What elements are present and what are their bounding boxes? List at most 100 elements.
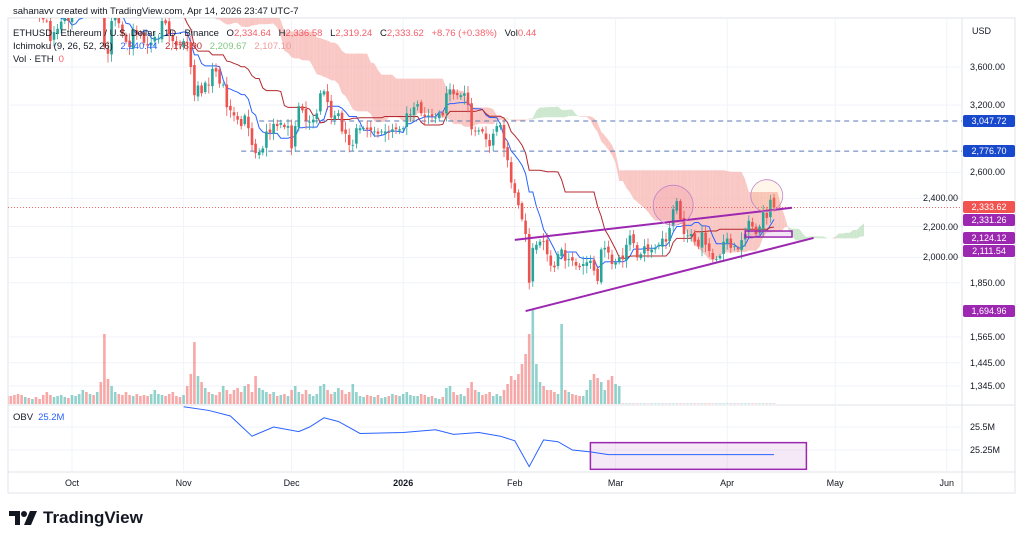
candle[interactable] (538, 239, 542, 249)
candle[interactable] (758, 224, 761, 235)
candle[interactable] (491, 128, 495, 151)
candle[interactable] (211, 62, 214, 93)
candle[interactable] (563, 242, 567, 269)
candle[interactable] (380, 129, 383, 136)
candle[interactable] (164, 18, 167, 26)
candle[interactable] (362, 126, 365, 132)
candle[interactable] (452, 84, 455, 100)
candle[interactable] (56, 24, 59, 40)
candle[interactable] (513, 178, 517, 198)
candle[interactable] (178, 40, 182, 50)
obv-legend[interactable]: OBV 25.2M (13, 412, 65, 423)
candle[interactable] (344, 121, 347, 143)
candle[interactable] (578, 263, 581, 271)
candle[interactable] (70, 3, 74, 30)
candle[interactable] (203, 80, 207, 95)
candle[interactable] (459, 92, 463, 100)
candle[interactable] (218, 65, 221, 88)
candle[interactable] (574, 258, 578, 270)
candle[interactable] (52, 26, 56, 47)
candle[interactable] (524, 213, 527, 243)
candle[interactable] (200, 82, 203, 97)
candle[interactable] (257, 148, 261, 160)
circle-drawing[interactable] (750, 179, 784, 213)
candle[interactable] (416, 100, 419, 111)
candle[interactable] (506, 140, 509, 168)
candle[interactable] (41, 12, 45, 23)
candle[interactable] (484, 126, 488, 148)
candle[interactable] (268, 123, 272, 140)
candle[interactable] (610, 249, 614, 270)
candle[interactable] (239, 115, 243, 130)
candle[interactable] (275, 119, 279, 131)
candle[interactable] (682, 210, 686, 243)
candle[interactable] (272, 118, 275, 140)
candle[interactable] (124, 32, 128, 45)
ichimoku-legend[interactable]: Ichimoku (9, 26, 52, 26) 2,240.44 2,178.… (13, 41, 292, 52)
candle[interactable] (131, 23, 135, 56)
candle[interactable] (128, 33, 131, 55)
candle[interactable] (301, 103, 304, 114)
candle[interactable] (621, 247, 625, 268)
candle[interactable] (509, 156, 513, 189)
price-pane[interactable] (6, 0, 962, 404)
candle[interactable] (545, 233, 549, 262)
candle[interactable] (675, 197, 679, 215)
candle[interactable] (67, 7, 70, 30)
candle[interactable] (149, 36, 153, 53)
candle[interactable] (236, 111, 239, 125)
candle[interactable] (556, 251, 560, 270)
candle[interactable] (470, 97, 473, 136)
candle[interactable] (297, 102, 301, 132)
candle[interactable] (326, 84, 329, 111)
candle[interactable] (405, 106, 409, 135)
candle[interactable] (571, 252, 574, 267)
candle[interactable] (448, 83, 452, 102)
candle[interactable] (437, 110, 441, 122)
candle[interactable] (247, 109, 250, 137)
candle[interactable] (340, 110, 344, 135)
rectangle-drawing[interactable] (744, 230, 793, 238)
candle[interactable] (92, 0, 95, 5)
lower-trendline[interactable] (525, 236, 814, 313)
candle[interactable] (423, 106, 427, 126)
candle[interactable] (430, 108, 434, 123)
candle[interactable] (517, 189, 520, 209)
candle[interactable] (182, 38, 185, 50)
candle[interactable] (319, 90, 322, 115)
candle[interactable] (495, 122, 499, 136)
candle[interactable] (502, 117, 506, 158)
candle[interactable] (139, 30, 142, 39)
candle[interactable] (614, 258, 617, 269)
candle[interactable] (232, 106, 236, 122)
candle[interactable] (347, 128, 351, 153)
candle[interactable] (711, 248, 715, 264)
candle[interactable] (560, 247, 563, 259)
candle[interactable] (96, 0, 99, 5)
candle[interactable] (49, 14, 52, 50)
candle[interactable] (697, 237, 700, 250)
candle[interactable] (689, 229, 693, 242)
candle[interactable] (394, 123, 398, 135)
candle[interactable] (455, 89, 459, 100)
candle[interactable] (160, 18, 164, 43)
candle[interactable] (625, 238, 628, 268)
candle[interactable] (106, 41, 110, 63)
symbol-name[interactable]: ETHUSD · Ethereum / U.S. Dollar · 1D · B… (13, 28, 219, 39)
candle[interactable] (146, 36, 149, 54)
candle[interactable] (599, 247, 603, 285)
candle[interactable] (31, 0, 34, 5)
candle[interactable] (293, 121, 297, 152)
candle[interactable] (473, 126, 477, 137)
candle[interactable] (700, 224, 704, 257)
candle[interactable] (427, 108, 430, 124)
obv-pane[interactable] (183, 406, 808, 471)
candle[interactable] (729, 233, 733, 254)
candle[interactable] (769, 194, 772, 223)
candle[interactable] (358, 125, 362, 134)
candle[interactable] (488, 133, 491, 153)
candle[interactable] (401, 126, 405, 132)
candle[interactable] (398, 126, 401, 135)
candle[interactable] (463, 85, 466, 105)
